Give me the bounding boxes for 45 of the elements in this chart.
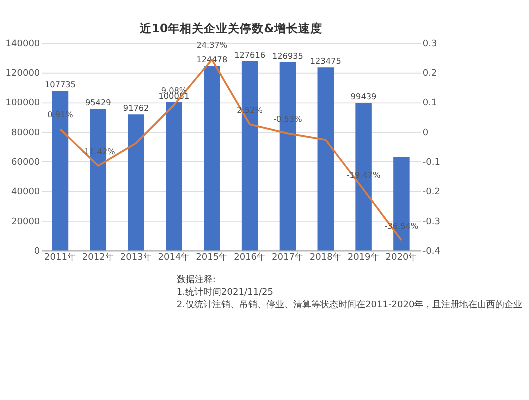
y-tick-label: 100000 (6, 98, 40, 109)
x-tick-label: 2011年 (44, 252, 76, 264)
x-tick-label: 2016年 (234, 252, 266, 264)
y2-tick-label: 0 (422, 128, 429, 138)
data-label: -11.42% (81, 146, 116, 156)
x-tick-label: 2015年 (196, 252, 228, 264)
data-label: -36.54% (384, 220, 419, 231)
x-tick-label: 2012年 (82, 252, 114, 264)
x-tick-label: 2018年 (310, 252, 342, 264)
data-label: -19.47% (346, 170, 382, 180)
text: 1.统计时间2021/11/25 (176, 286, 274, 298)
data-label: 24.37% (196, 40, 228, 50)
y-tick-label: 140000 (6, 39, 40, 50)
y2-tick-label: -0.2 (422, 188, 441, 198)
data-label: 127616 (234, 50, 266, 60)
bar (204, 66, 220, 251)
bar (166, 102, 182, 251)
y-tick-label: 80000 (11, 128, 40, 138)
text: 数据注释: (176, 274, 216, 286)
x-tick-label: 2013年 (120, 252, 152, 264)
data-label: 95429 (85, 98, 112, 108)
data-label: 99439 (350, 92, 377, 102)
x-tick-label: 2014年 (158, 252, 190, 264)
y2-tick-label: -0.4 (422, 246, 441, 257)
y-tick-label: 120000 (6, 68, 40, 79)
x-tick-label: 2019年 (348, 252, 380, 264)
y2-tick-label: 0.2 (422, 68, 438, 79)
y-tick-label: 20000 (11, 217, 40, 228)
y2-tick-label: 0.3 (422, 39, 438, 50)
x-tick-label: 2020年 (386, 252, 418, 264)
y2-tick-label: -0.1 (422, 158, 441, 168)
data-label: 91762 (123, 103, 150, 114)
y2-tick-label: 0.1 (422, 98, 438, 109)
y-tick-label: 40000 (11, 188, 40, 198)
x-tick-label: 2017年 (272, 252, 304, 264)
data-label: 107735 (45, 79, 76, 90)
chart-title: 近10年相关企业关停数&增长速度 (138, 21, 322, 36)
y-tick-label: 60000 (11, 158, 40, 168)
bar (128, 114, 144, 251)
text: 2.仅统计注销、吊销、停业、清算等状态时间在2011-2020年，且注册地在山西的企业 (176, 300, 523, 311)
data-label: 123475 (310, 56, 342, 66)
data-label: 126935 (272, 50, 304, 61)
y-tick-label: 0 (34, 246, 40, 257)
y2-tick-label: -0.3 (422, 217, 441, 228)
bar (318, 68, 334, 251)
